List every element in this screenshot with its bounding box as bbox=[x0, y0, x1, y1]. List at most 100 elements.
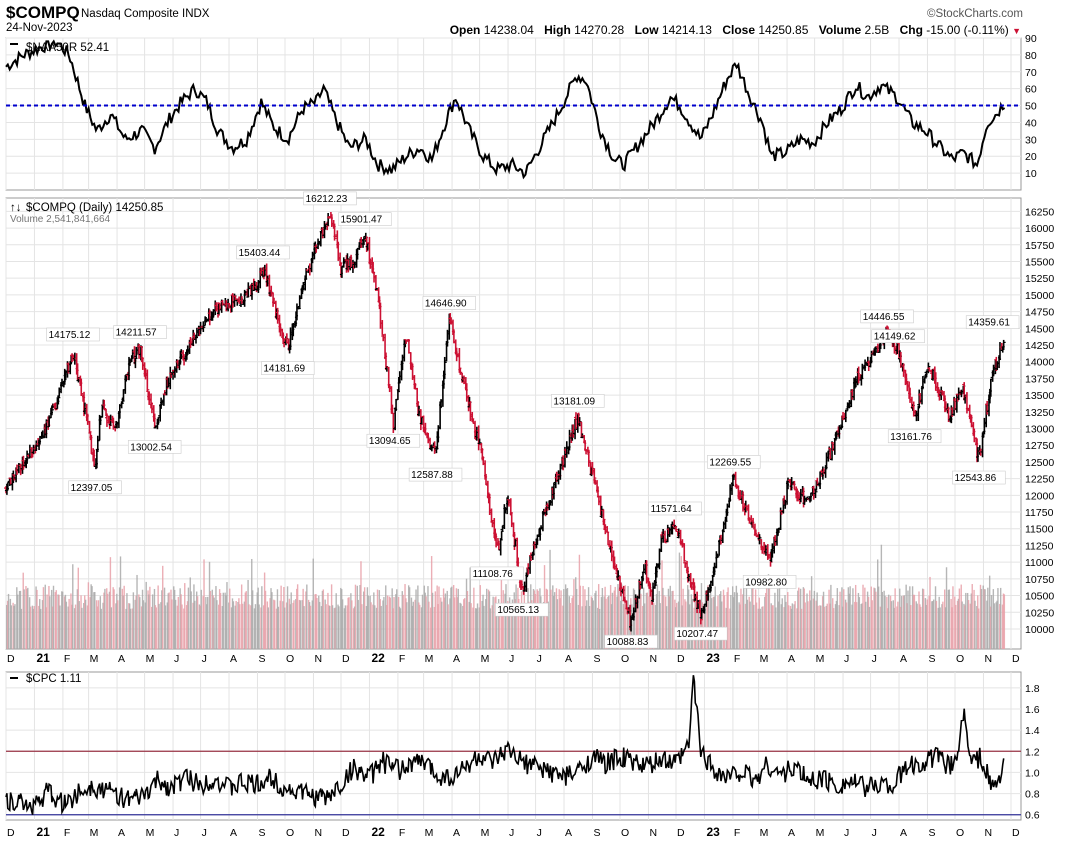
volume-bar bbox=[867, 596, 870, 649]
volume-bar bbox=[566, 588, 569, 649]
volume-bar bbox=[61, 591, 64, 649]
y-tick-label: 10000 bbox=[1025, 624, 1054, 636]
volume-bar bbox=[402, 594, 404, 649]
volume-bar bbox=[51, 606, 54, 649]
volume-bar bbox=[707, 585, 709, 649]
volume-bar bbox=[746, 599, 749, 649]
volume-bar bbox=[71, 604, 73, 649]
volume-bar bbox=[523, 589, 526, 649]
volume-bar bbox=[132, 592, 135, 649]
volume-bar bbox=[778, 585, 781, 649]
volume-bar bbox=[486, 588, 488, 649]
x-tick-label: A bbox=[230, 653, 237, 665]
volume-bar bbox=[793, 604, 795, 649]
y-tick-label: 16000 bbox=[1025, 223, 1054, 235]
volume-bar bbox=[411, 605, 414, 649]
volume-bar bbox=[823, 606, 826, 649]
x-tick-label: D bbox=[7, 827, 15, 839]
volume-bar bbox=[468, 601, 470, 649]
volume-bar bbox=[389, 597, 392, 649]
x-tick-label: O bbox=[621, 827, 629, 839]
volume-bar bbox=[99, 596, 102, 649]
volume-bar bbox=[996, 600, 998, 649]
price-annotation: 14646.90 bbox=[425, 299, 467, 310]
volume-bar bbox=[189, 577, 191, 649]
x-tick-label: D bbox=[342, 827, 350, 839]
volume-bar bbox=[967, 600, 970, 649]
volume-bar bbox=[230, 607, 233, 649]
volume-bar bbox=[826, 603, 828, 649]
volume-bar bbox=[26, 589, 28, 649]
volume-bar bbox=[515, 584, 517, 649]
volume-bar bbox=[676, 602, 678, 649]
volume-bar bbox=[20, 608, 23, 649]
y-tick-label: 15000 bbox=[1025, 290, 1054, 302]
volume-bar bbox=[783, 607, 785, 649]
volume-bar bbox=[212, 595, 214, 649]
y-tick-label: 30 bbox=[1025, 134, 1037, 146]
volume-bar bbox=[720, 591, 722, 649]
y-tick-label: 90 bbox=[1025, 33, 1037, 45]
volume-bar bbox=[530, 600, 533, 649]
volume-bar bbox=[622, 604, 625, 649]
brand-label[interactable]: ©StockCharts.com bbox=[926, 8, 1023, 20]
volume-bar bbox=[32, 608, 35, 649]
volume-bar bbox=[22, 572, 24, 649]
volume-bar bbox=[59, 605, 61, 649]
volume-bar bbox=[762, 606, 764, 649]
volume-bar bbox=[382, 600, 384, 649]
x-tick-label: D bbox=[1012, 827, 1020, 839]
volume-bar bbox=[755, 602, 758, 649]
close-label: Close bbox=[722, 23, 755, 37]
volume-bar bbox=[218, 604, 220, 649]
volume-bar bbox=[789, 605, 792, 649]
y-tick-label: 11250 bbox=[1025, 540, 1054, 552]
volume-bar bbox=[768, 584, 771, 649]
x-tick-label: A bbox=[453, 653, 460, 665]
volume-bar bbox=[482, 594, 484, 649]
volume-bar bbox=[176, 605, 179, 649]
volume-bar bbox=[663, 595, 665, 649]
volume-bar bbox=[979, 584, 982, 649]
volume-bar bbox=[397, 596, 400, 649]
volume-bar bbox=[865, 601, 867, 649]
volume-bar bbox=[307, 599, 310, 649]
volume-bar bbox=[436, 585, 438, 649]
volume-bar bbox=[128, 603, 130, 649]
volume-bar bbox=[144, 602, 146, 649]
volume-bar bbox=[888, 594, 890, 649]
volume-bar bbox=[748, 596, 750, 649]
volume-bar bbox=[58, 594, 60, 649]
x-tick-label: A bbox=[565, 827, 572, 839]
volume-bar bbox=[338, 606, 340, 649]
y-tick-label: 1.6 bbox=[1025, 704, 1040, 716]
volume-bar bbox=[565, 588, 568, 649]
volume-bar bbox=[7, 593, 10, 649]
volume-bar bbox=[171, 599, 173, 649]
volume-bar bbox=[558, 589, 560, 649]
volume-bar bbox=[9, 598, 12, 649]
volume-bar bbox=[273, 599, 275, 649]
volume-bar bbox=[109, 557, 112, 649]
volume-bar bbox=[245, 591, 247, 649]
volume-bar bbox=[396, 589, 398, 649]
volume-bar bbox=[372, 604, 374, 649]
volume-bar bbox=[141, 589, 144, 649]
volume-bar bbox=[684, 599, 686, 649]
volume-bar bbox=[399, 608, 402, 649]
volume-bar bbox=[492, 596, 494, 649]
volume-bar bbox=[173, 586, 175, 649]
volume-bar bbox=[618, 588, 620, 649]
volume-bar bbox=[759, 608, 761, 649]
volume-bar bbox=[247, 579, 249, 649]
volume-bar bbox=[710, 598, 713, 649]
volume-bar bbox=[915, 601, 917, 649]
volume-bar bbox=[555, 588, 558, 649]
x-tick-label: S bbox=[928, 653, 935, 665]
volume-bar bbox=[430, 607, 432, 649]
volume-bar bbox=[452, 585, 455, 649]
volume-bar bbox=[504, 593, 506, 649]
volume-bar bbox=[440, 597, 442, 649]
volume-bar bbox=[442, 588, 445, 649]
